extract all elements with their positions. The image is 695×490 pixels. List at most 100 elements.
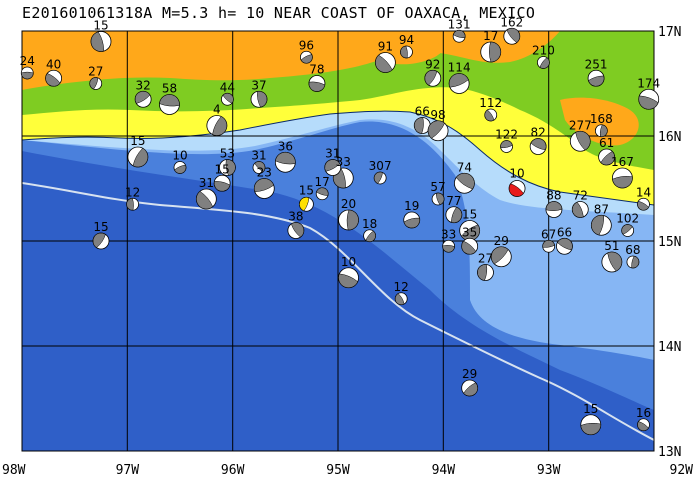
focal-mechanism [394, 292, 408, 306]
depth-label: 210 [532, 44, 555, 58]
focal-mechanism [637, 197, 650, 211]
focal-mechanism [461, 237, 479, 255]
depth-label: 61 [599, 136, 614, 150]
depth-label: 82 [530, 126, 545, 140]
focal-mechanism [503, 27, 521, 45]
depth-label: 53 [220, 147, 235, 161]
focal-mechanism [90, 31, 112, 52]
depth-label: 15 [93, 220, 108, 234]
depth-label: 67 [541, 227, 556, 241]
depth-label: 66 [415, 105, 430, 119]
focal-mechanism [556, 237, 573, 255]
focal-mechanism [92, 232, 110, 250]
focal-mechanism [274, 151, 296, 173]
depth-label: 37 [251, 78, 266, 92]
focal-mechanism [529, 138, 547, 155]
depth-label: 66 [557, 225, 572, 239]
main-event-depth: 10 [509, 167, 524, 181]
focal-mechanisms [20, 27, 660, 436]
depth-label: 87 [594, 202, 609, 216]
latitude-tick-label: 15N [658, 235, 681, 250]
focal-mechanism [580, 414, 602, 436]
lat-lon-grid [21, 30, 655, 452]
depth-label: 112 [479, 96, 502, 110]
focal-mechanism [477, 264, 494, 281]
focal-mechanism [490, 246, 512, 268]
depth-label: 88 [546, 189, 561, 203]
focal-mechanism [299, 50, 313, 64]
depth-label: 16 [636, 406, 651, 420]
depth-label: 31 [325, 147, 340, 161]
longitude-tick-label: 98W [2, 463, 26, 478]
map-title: E201601061318A M=5.3 h= 10 NEAR COAST OF… [22, 4, 536, 22]
depth-label: 92 [425, 57, 440, 71]
focal-mechanism [569, 130, 591, 152]
longitude-tick-label: 96W [221, 463, 245, 478]
depth-label: 18 [362, 217, 377, 231]
depth-label: 162 [500, 15, 523, 29]
depth-label: 29 [494, 234, 509, 248]
focal-mechanism [403, 211, 421, 229]
latitude-tick-label: 16N [658, 130, 681, 145]
depth-label: 14 [636, 185, 651, 199]
depth-label: 251 [585, 57, 608, 71]
depth-label: 24 [20, 54, 35, 68]
focal-mechanism [626, 255, 640, 269]
latitude-tick-label: 17N [658, 25, 681, 40]
depth-label: 15 [583, 402, 598, 416]
depth-label: 19 [404, 199, 419, 213]
focal-mechanism [638, 88, 660, 110]
depth-label: 33 [336, 155, 351, 169]
depth-label: 96 [299, 38, 314, 52]
depth-label: 23 [257, 166, 272, 180]
focal-mechanism [461, 379, 479, 397]
focal-mechanism [480, 41, 502, 63]
focal-mechanism [484, 108, 498, 122]
depth-label: 29 [462, 367, 477, 381]
focal-mechanism [445, 206, 463, 224]
trench-line [22, 182, 654, 441]
focal-mechanism [220, 92, 234, 106]
focal-mechanism [637, 418, 650, 432]
focal-mechanism [400, 45, 413, 59]
main-event-mechanism [508, 180, 526, 197]
focal-mechanism [452, 29, 466, 43]
focal-mechanism [621, 224, 635, 237]
focal-mechanism [427, 120, 449, 142]
depth-label: 57 [430, 180, 445, 194]
focal-mechanism [253, 178, 275, 199]
focal-mechanism [287, 222, 305, 239]
focal-mechanism [545, 201, 563, 218]
depth-label: 31 [251, 149, 266, 163]
depth-label: 102 [616, 212, 639, 226]
focal-mechanism [448, 73, 470, 94]
longitude-tick-label: 95W [326, 463, 350, 478]
focal-mechanism [424, 69, 442, 87]
depth-label: 168 [590, 112, 613, 126]
depth-label: 122 [495, 128, 518, 142]
focal-mechanism [612, 167, 633, 189]
depth-label: 15 [93, 19, 108, 33]
focal-mechanism [542, 239, 556, 253]
depth-label: 17 [315, 175, 330, 189]
focal-mechanism [324, 159, 342, 176]
depth-label: 44 [220, 80, 235, 94]
depth-label: 15 [214, 162, 229, 176]
highlight-event-depth: 15 [299, 183, 314, 197]
focal-mechanism [126, 197, 140, 211]
depth-label: 98 [430, 108, 445, 122]
depth-label: 10 [172, 149, 187, 163]
focal-mechanism [453, 172, 475, 194]
latitude-ticks: 17N 16N 15N 14N 13N [658, 25, 681, 460]
depth-label: 174 [637, 76, 660, 90]
focal-mechanism [213, 174, 231, 192]
longitude-tick-label: 94W [432, 463, 456, 478]
focal-mechanism [250, 90, 268, 108]
focal-mechanism [89, 77, 103, 90]
depth-label: 10 [341, 255, 356, 269]
focal-mechanism [338, 209, 359, 231]
depth-label: 36 [278, 139, 293, 153]
depth-label: 78 [309, 63, 324, 77]
